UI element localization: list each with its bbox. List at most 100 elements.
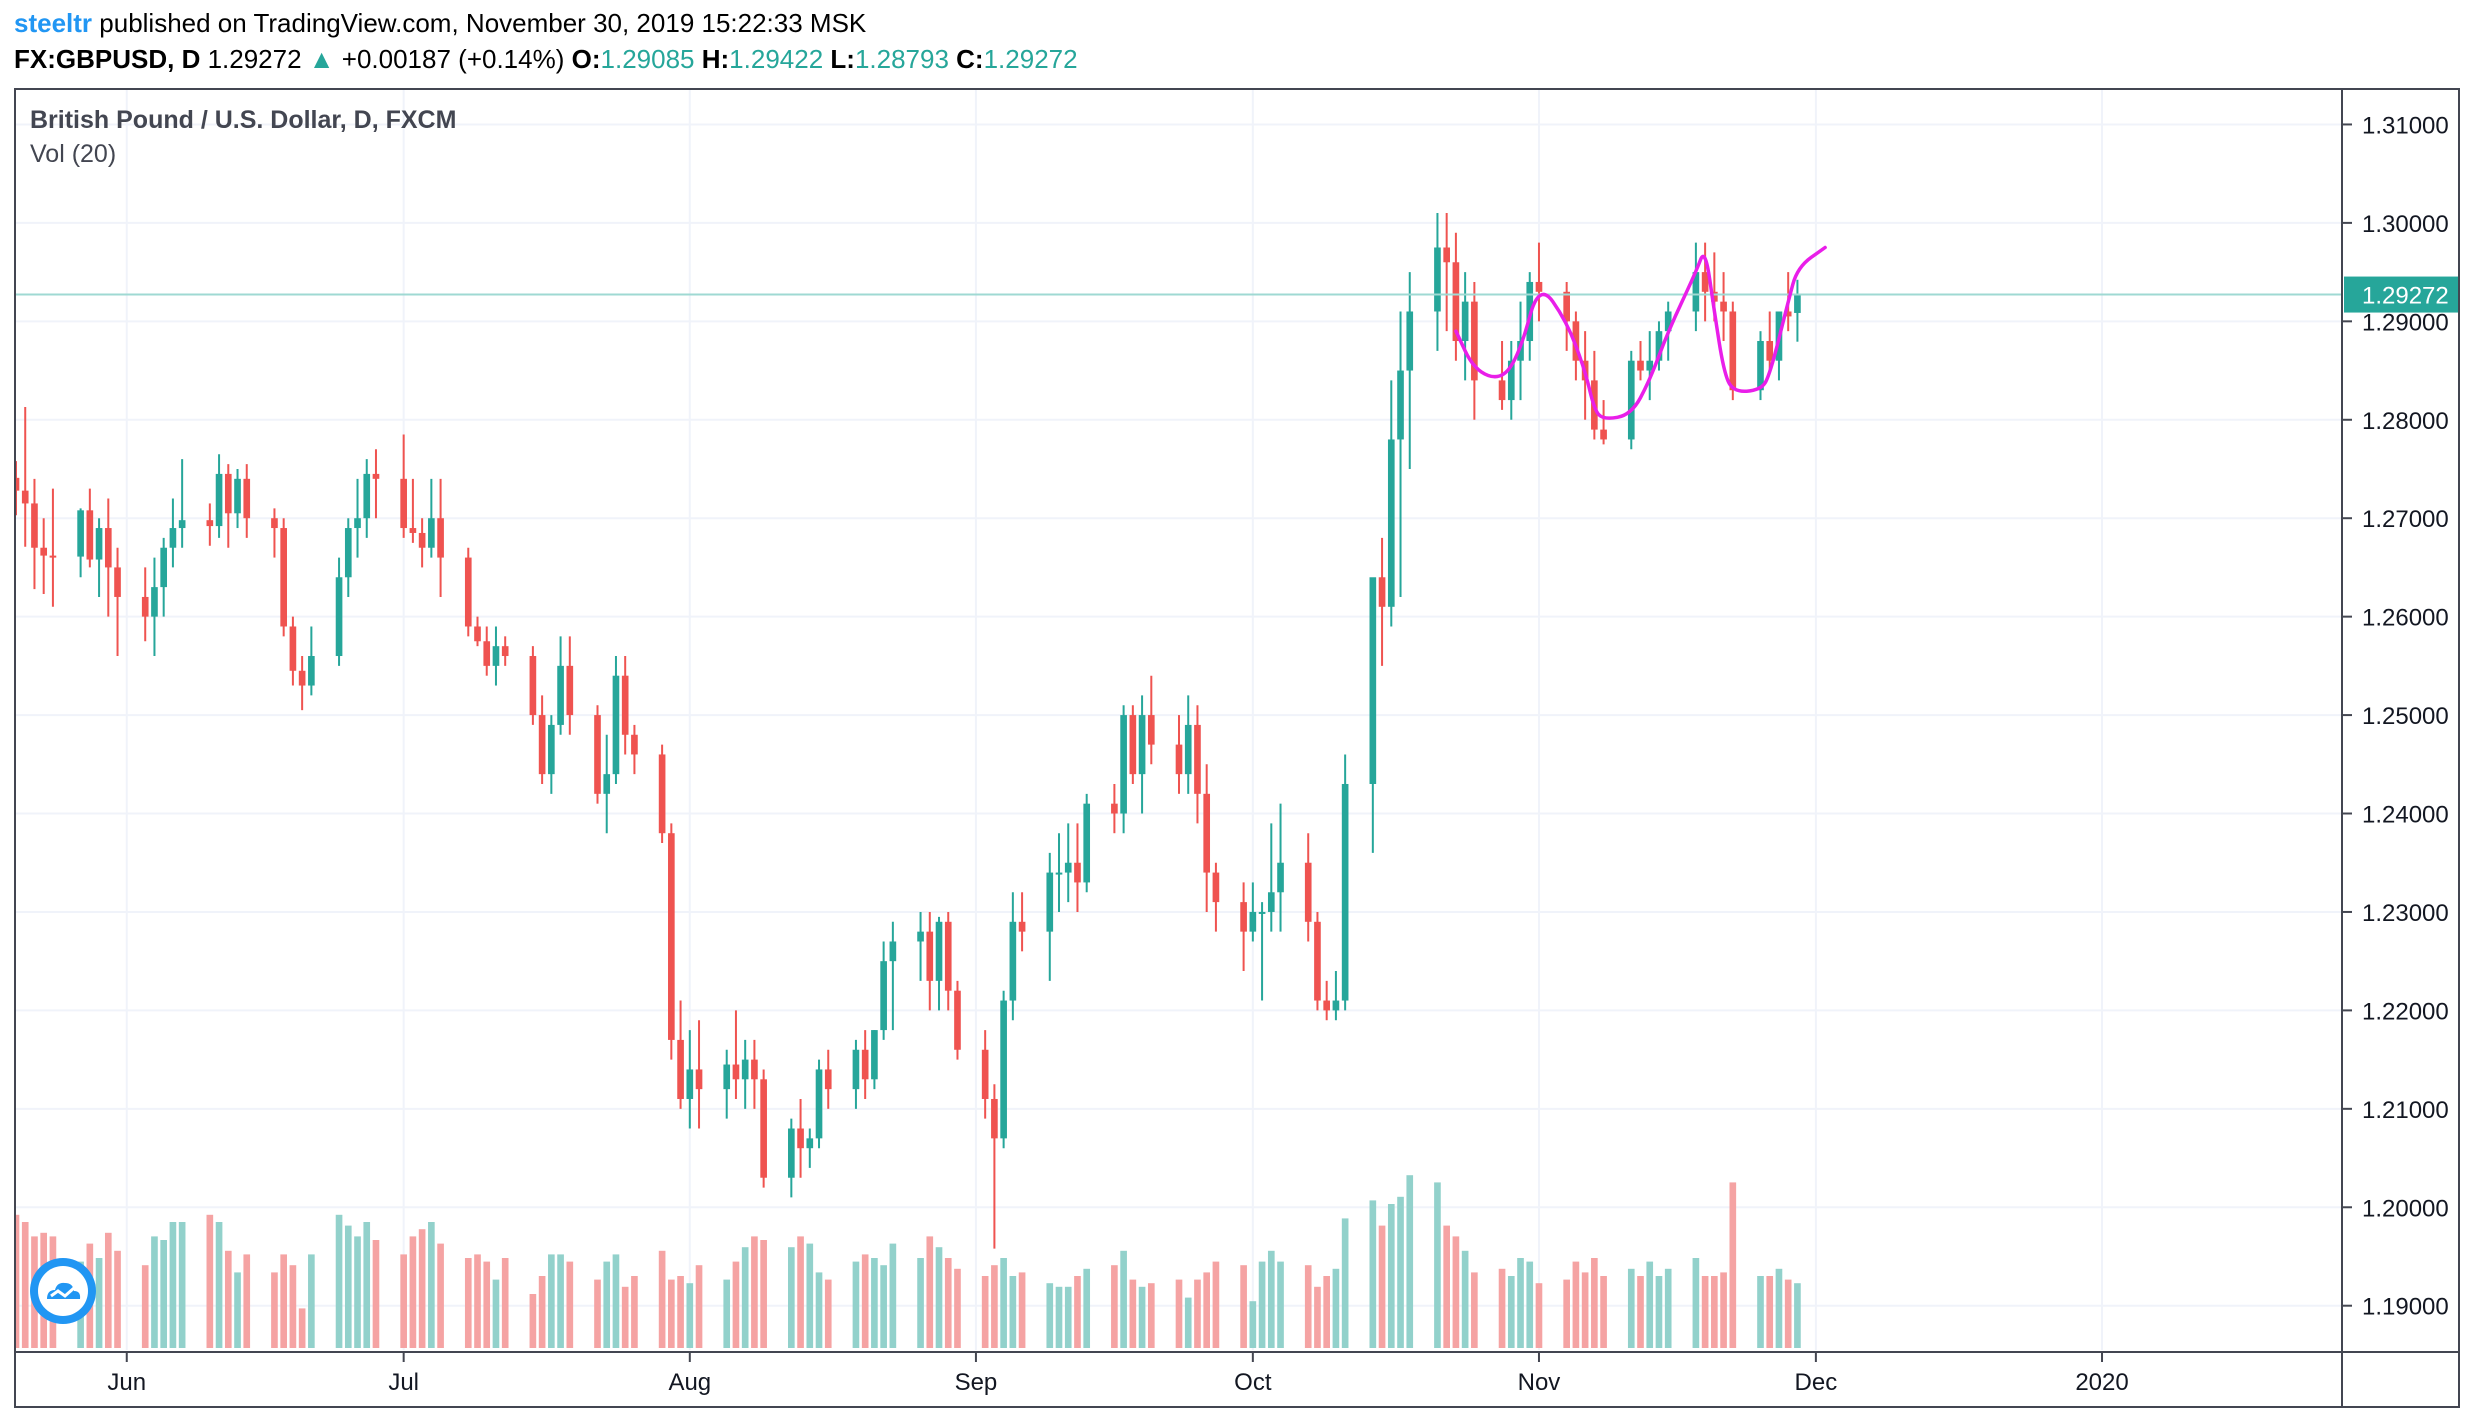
candle-body: [1729, 311, 1737, 391]
last-price: 1.29272: [207, 44, 302, 74]
candle-body: [464, 557, 472, 627]
candle-body: [1507, 360, 1515, 401]
candle: [1083, 793, 1091, 893]
candle: [243, 464, 251, 538]
low-value: 1.28793: [854, 44, 949, 74]
candle: [1212, 862, 1220, 932]
candle: [954, 980, 961, 1060]
candle-body: [1517, 341, 1524, 361]
volume-bar: [1572, 1261, 1580, 1348]
time-axis[interactable]: Jun Jul Aug Sep Oct Nov Dec 2020: [14, 1351, 2460, 1396]
volume-bar: [1600, 1276, 1607, 1348]
volume-bar: [612, 1254, 620, 1348]
candle: [1434, 213, 1441, 351]
volume-bar: [104, 1232, 112, 1348]
candle-body: [695, 1069, 703, 1090]
volume-bar: [880, 1265, 887, 1348]
volume-bar: [1646, 1261, 1654, 1348]
volume-bar: [501, 1258, 509, 1348]
candle: [566, 636, 574, 735]
time-tick-label: Nov: [1518, 1369, 1561, 1396]
candle-body: [206, 520, 214, 527]
candles: [14, 213, 1801, 1249]
candle-body: [1323, 1000, 1331, 1011]
candle: [1655, 321, 1663, 371]
publish-info: steeltr published on TradingView.com, No…: [14, 6, 866, 40]
volume-bar: [437, 1243, 444, 1348]
volume-bar: [621, 1286, 629, 1348]
volume-bar: [723, 1279, 731, 1348]
candle-body: [1194, 724, 1201, 794]
candle: [806, 1128, 814, 1168]
candle: [538, 695, 546, 784]
volume-bar: [1009, 1276, 1017, 1348]
candle-body: [49, 555, 57, 558]
candle: [797, 1098, 804, 1178]
candle-body: [732, 1064, 740, 1080]
author-link[interactable]: steeltr: [14, 8, 93, 38]
volume-bar: [917, 1258, 924, 1348]
candle-body: [1434, 247, 1441, 312]
candle-body: [1267, 892, 1275, 912]
price-axis[interactable]: 1.19000 1.20000 1.21000 1.22000 1.23000 1.240…: [2341, 88, 2458, 1406]
candle-body: [1443, 247, 1450, 263]
volume-bar: [271, 1272, 278, 1348]
volume-bar: [160, 1240, 168, 1348]
candle: [298, 656, 306, 711]
volume-bar: [215, 1222, 223, 1348]
candle: [1138, 695, 1146, 814]
candle: [1729, 301, 1737, 401]
candle-body: [917, 931, 924, 942]
price-tick-label: 1.22000: [2362, 998, 2449, 1025]
volume-bar: [1147, 1283, 1155, 1348]
candle-body: [954, 990, 961, 1050]
candle: [1046, 852, 1054, 981]
candle-body: [1461, 301, 1469, 342]
volume-bar: [400, 1254, 407, 1348]
volume-bar: [1701, 1276, 1709, 1348]
volume-bar: [631, 1276, 638, 1348]
volume-bar: [760, 1240, 767, 1348]
candle-body: [760, 1079, 767, 1178]
candle-body: [289, 626, 297, 671]
candle: [1332, 971, 1340, 1021]
tradingview-logo-icon[interactable]: [30, 1258, 96, 1324]
candle-body: [824, 1069, 832, 1090]
volume-bar: [474, 1254, 481, 1348]
candle-body: [1646, 360, 1654, 371]
candle: [1535, 242, 1543, 322]
candle-body: [806, 1138, 814, 1149]
candle: [723, 1049, 731, 1119]
candle: [935, 916, 943, 1011]
candle: [215, 454, 223, 538]
candle: [1369, 577, 1377, 853]
price-tick-label: 1.26000: [2362, 605, 2449, 632]
volume-bar: [1517, 1258, 1524, 1348]
volume-bar: [178, 1222, 186, 1348]
time-tick-label: Oct: [1234, 1369, 1272, 1396]
candle: [335, 557, 343, 666]
candle: [501, 636, 509, 666]
volume-bar: [677, 1276, 684, 1348]
volume-bar: [1332, 1268, 1340, 1348]
candle: [1341, 754, 1349, 1011]
candle: [1000, 990, 1007, 1149]
grid: [16, 90, 2342, 1350]
high-label: H:: [701, 44, 730, 74]
candle-body: [815, 1069, 823, 1139]
candle: [1637, 341, 1644, 381]
last-price-tag-label: 1.29272: [2362, 283, 2449, 310]
candle-body: [658, 754, 666, 834]
candle-body: [741, 1059, 749, 1080]
candle: [1267, 823, 1275, 932]
candle-body: [1369, 577, 1377, 784]
candle: [944, 911, 952, 1011]
candle: [14, 461, 20, 516]
candle: [1563, 281, 1570, 351]
volume-bar: [1655, 1276, 1663, 1348]
volume-bar: [1664, 1268, 1672, 1348]
candle: [861, 1030, 869, 1099]
candle: [1323, 980, 1331, 1021]
volume-bar: [308, 1254, 315, 1348]
candle: [1018, 892, 1026, 952]
